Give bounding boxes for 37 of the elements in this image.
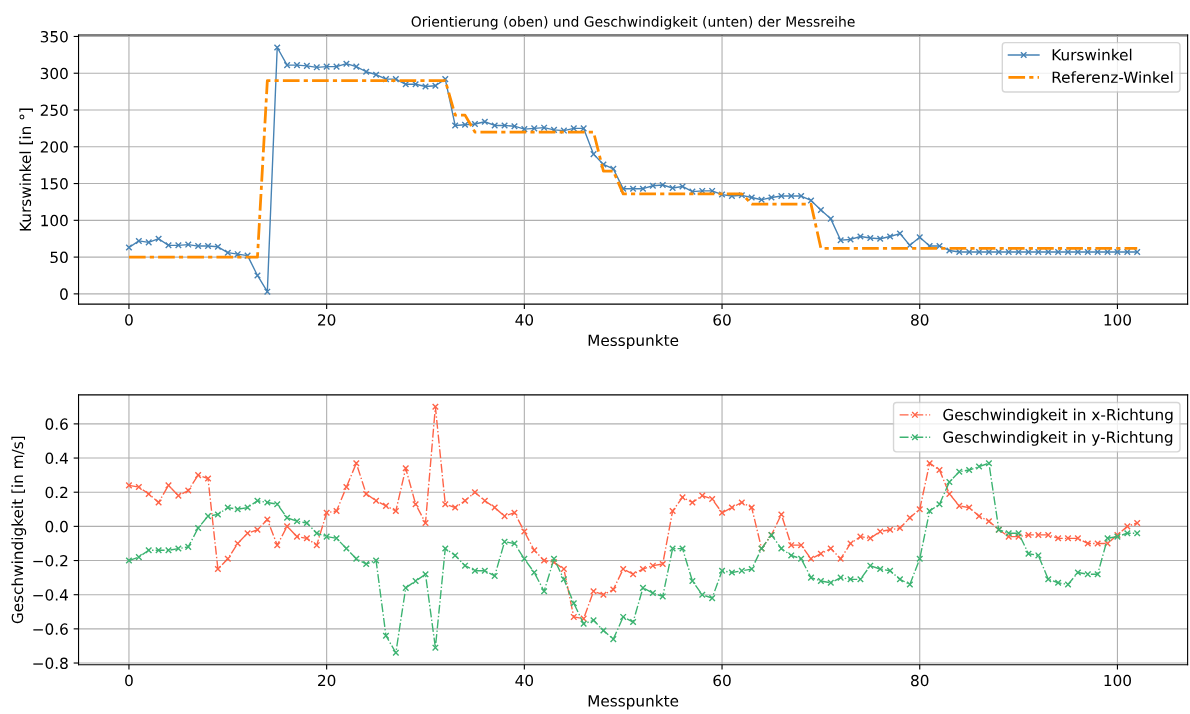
legend-label: Geschwindigkeit in x-Richtung (943, 408, 1173, 424)
y-axis-title: Geschwindigkeit [in m/s] (11, 436, 27, 624)
y-tick-label: −0.2 (33, 555, 68, 567)
x-tick-label: 60 (713, 674, 731, 687)
y-tick-label: 250 (40, 104, 68, 117)
x-tick-label: 40 (515, 674, 534, 687)
y-tick-label: 350 (40, 30, 68, 43)
y-tick-label: 50 (50, 251, 68, 264)
x-tick-label: 60 (713, 314, 731, 326)
y-axis-title: Kurswinkel [in °] (19, 108, 33, 231)
y-tick-label: 0.4 (45, 452, 68, 465)
x-tick-label: 20 (318, 674, 336, 687)
x-tick-label: 100 (1104, 674, 1131, 687)
y-tick-label: −0.8 (33, 657, 68, 670)
y-tick-label: 0.2 (45, 486, 68, 499)
x-tick-label: 80 (911, 674, 929, 687)
x-tick-label: 0 (125, 314, 133, 326)
y-tick-label: 0.6 (45, 418, 68, 430)
y-tick-label: −0.4 (33, 589, 68, 601)
y-tick-label: 0 (60, 288, 68, 300)
y-tick-label: −0.6 (33, 623, 68, 635)
x-axis-title: Messpunkte (588, 694, 679, 710)
y-tick-label: 100 (41, 214, 68, 227)
y-tick-label: 200 (40, 141, 68, 153)
x-tick-label: 40 (515, 314, 534, 326)
x-tick-label: 100 (1104, 314, 1131, 326)
x-tick-label: 80 (911, 314, 929, 326)
legend-label: Geschwindigkeit in y-Richtung (943, 431, 1173, 446)
y-tick-label: 300 (40, 67, 68, 80)
x-tick-label: 0 (125, 674, 133, 687)
legend-label: Referenz-Winkel (1052, 71, 1173, 83)
x-axis-title: Messpunkte (588, 334, 679, 350)
legend-label: Kurswinkel (1052, 48, 1132, 61)
y-tick-label: 0.0 (45, 520, 68, 533)
x-tick-label: 20 (318, 314, 336, 326)
y-tick-label: 150 (41, 178, 68, 190)
chart-title: Orientierung (oben) und Geschwindigkeit (unten) der Messreihe (411, 16, 855, 30)
